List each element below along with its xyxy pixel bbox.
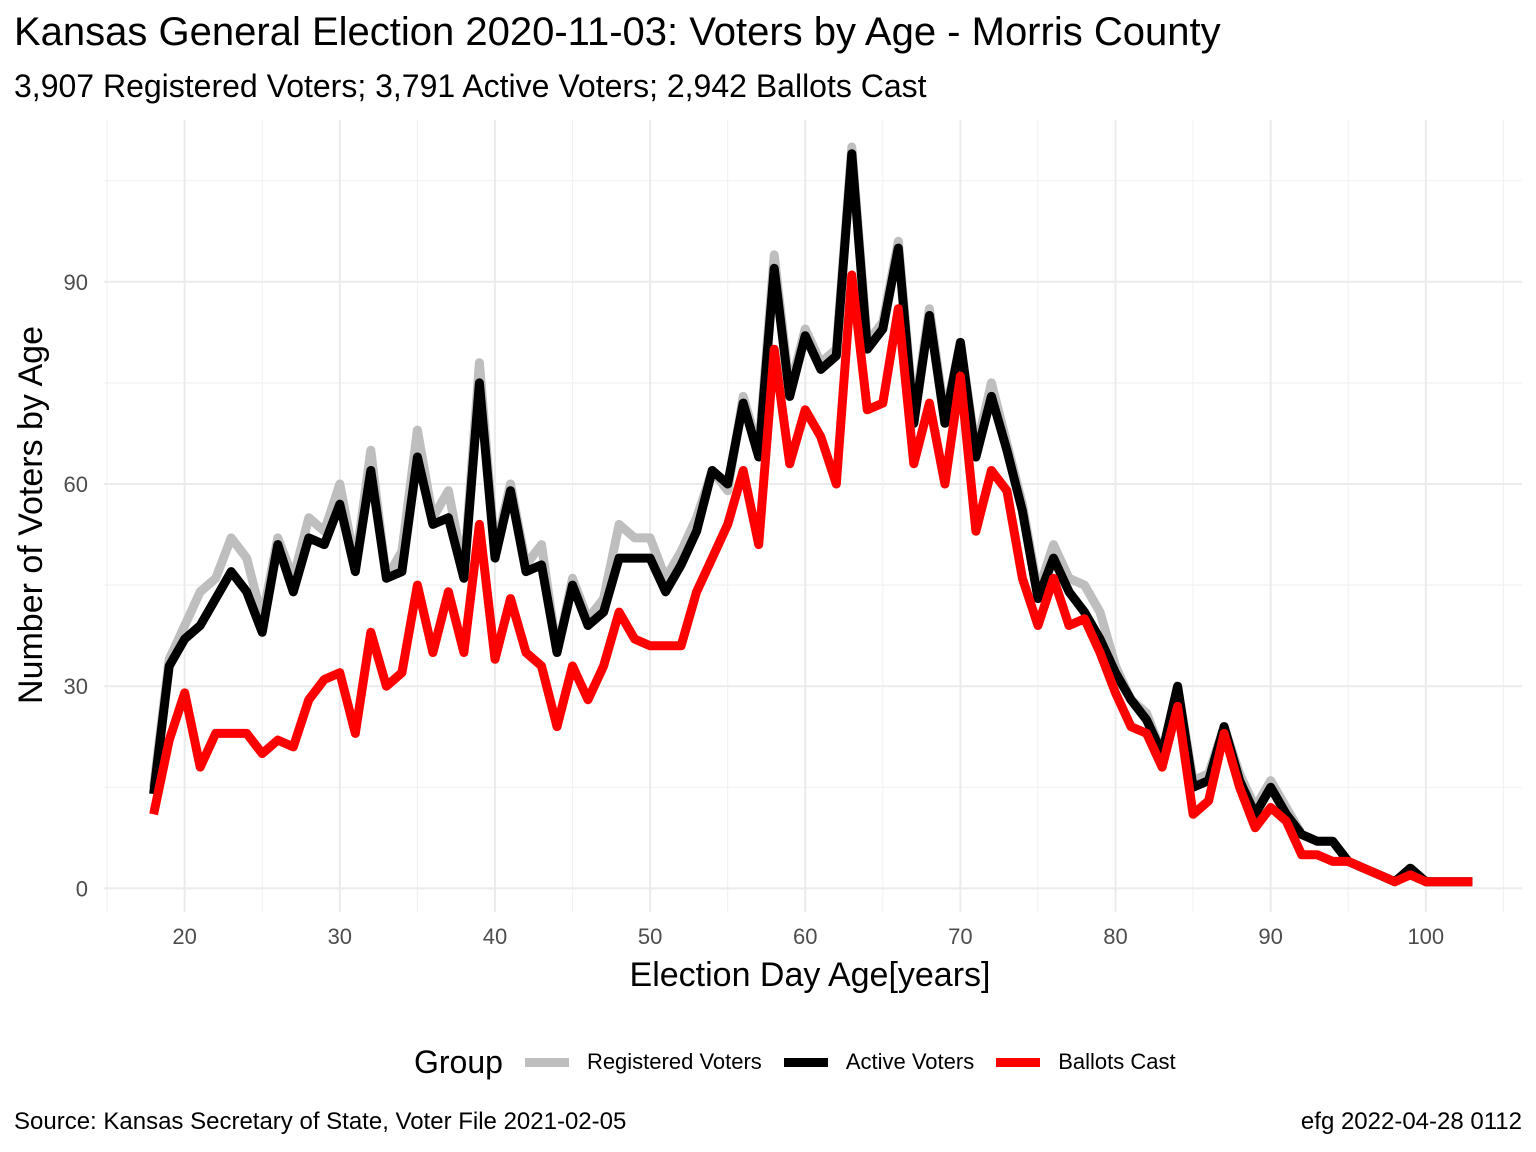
- x-axis-label: Election Day Age[years]: [630, 956, 991, 994]
- x-tick-labels: 20 30 40 50 60 70 80 90 100: [172, 924, 1444, 949]
- y-tick-label: 30: [64, 674, 88, 699]
- legend-item-registered: Registered Voters: [524, 1049, 762, 1075]
- series-layer: [149, 142, 1473, 887]
- y-tick-label: 90: [64, 270, 88, 295]
- credit-caption: efg 2022-04-28 0112: [1300, 1108, 1522, 1135]
- y-tick-label: 60: [64, 472, 88, 497]
- x-tick-label: 20: [172, 924, 196, 949]
- legend-label-registered: Registered Voters: [586, 1049, 762, 1074]
- chart-subtitle: 3,907 Registered Voters; 3,791 Active Vo…: [14, 68, 927, 104]
- series-line-active-voters: [149, 149, 1473, 887]
- y-tick-label: 0: [76, 876, 88, 901]
- source-caption: Source: Kansas Secretary of State, Voter…: [14, 1108, 627, 1135]
- x-tick-label: 100: [1407, 924, 1444, 949]
- x-tick-label: 50: [638, 924, 662, 949]
- y-tick-labels: 0 30 60 90: [64, 270, 88, 902]
- legend-key-ballots: [996, 1057, 1041, 1067]
- legend-label-active: Active Voters: [845, 1049, 975, 1074]
- legend-key-active: [783, 1057, 828, 1067]
- y-axis-label: Number of Voters by Age: [12, 326, 50, 704]
- legend: Group Registered Voters Active Voters Ba…: [414, 1040, 1198, 1084]
- legend-item-ballots: Ballots Cast: [996, 1049, 1176, 1075]
- chart-title: Kansas General Election 2020-11-03: Vote…: [14, 10, 1221, 54]
- grid: [104, 120, 1522, 912]
- series-line-registered-voters: [149, 142, 1473, 887]
- x-tick-label: 90: [1258, 924, 1282, 949]
- legend-item-active: Active Voters: [783, 1049, 975, 1075]
- x-tick-label: 70: [948, 924, 972, 949]
- x-tick-label: 80: [1103, 924, 1127, 949]
- legend-label-ballots: Ballots Cast: [1058, 1049, 1176, 1074]
- x-tick-label: 30: [328, 924, 352, 949]
- legend-title: Group: [414, 1043, 503, 1080]
- series-line-ballots-cast: [149, 270, 1473, 887]
- x-tick-label: 60: [793, 924, 817, 949]
- x-tick-label: 40: [483, 924, 507, 949]
- legend-key-registered: [524, 1057, 569, 1067]
